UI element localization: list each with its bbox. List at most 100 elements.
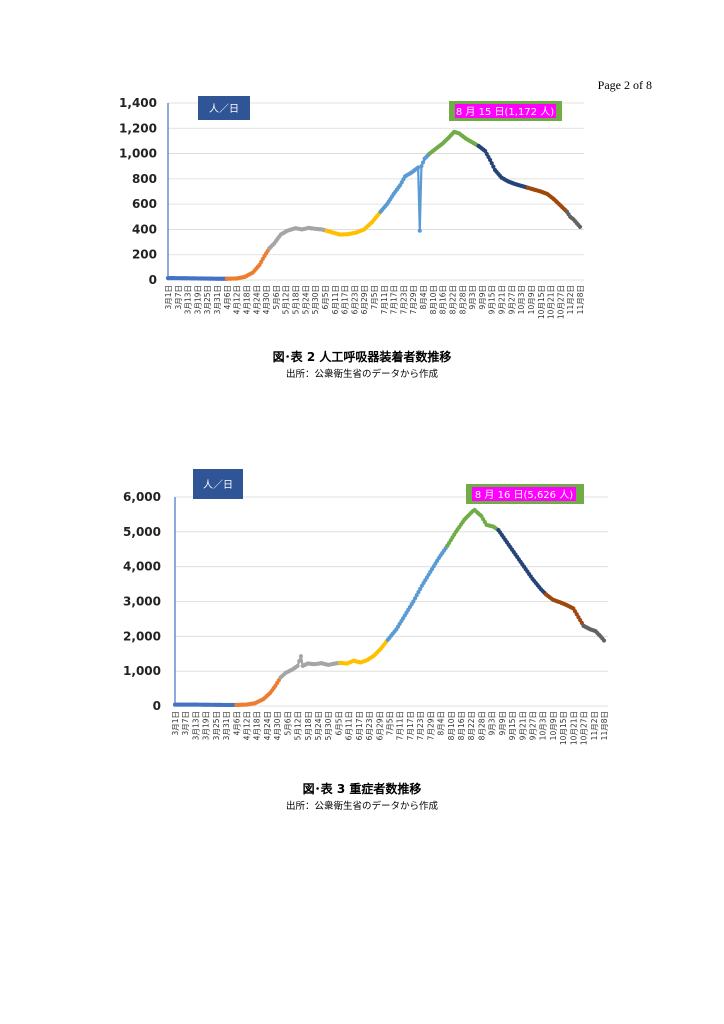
x-tick-label: 3月19日 [193, 285, 202, 314]
x-tick-label: 4月6日 [232, 711, 241, 736]
data-point [414, 593, 419, 598]
y-tick-label: 1,000 [119, 147, 157, 161]
x-tick-label: 10月9日 [549, 711, 558, 740]
chart1-callout-highlight [455, 104, 556, 118]
data-point [416, 165, 421, 170]
x-tick-label: 3月19日 [202, 711, 211, 740]
x-tick-label: 3月25日 [212, 711, 221, 740]
x-tick-label: 6月5日 [334, 711, 343, 736]
x-tick-label: 11月2日 [590, 711, 599, 740]
x-tick-label: 6月29日 [375, 711, 384, 740]
x-tick-label: 9月3日 [488, 711, 497, 736]
x-tick-label: 8月4日 [419, 285, 428, 310]
x-tick-label: 9月27日 [507, 285, 516, 314]
x-tick-label: 8月10日 [429, 285, 438, 314]
chart2-callout-label: 8 月 16 日(5,626 人) [475, 489, 573, 501]
x-tick-label: 5月30日 [311, 285, 320, 314]
x-tick-label: 9月15日 [488, 285, 497, 314]
chart1-caption: 図･表 2 人工呼吸器装着者数推移 [272, 350, 452, 364]
chart2-y-axis: 6,000 5,000 4,000 3,000 2,000 1,000 0 [123, 490, 161, 713]
x-tick-label: 10月15日 [537, 285, 546, 319]
x-tick-label: 3月7日 [174, 285, 183, 310]
x-tick-label: 5月30日 [324, 711, 333, 740]
x-tick-label: 7月17日 [390, 285, 399, 314]
x-tick-label: 10月27日 [580, 711, 589, 745]
data-point [489, 161, 494, 166]
y-tick-label: 0 [149, 273, 157, 287]
x-tick-label: 7月29日 [409, 285, 418, 314]
x-tick-label: 4月30日 [262, 285, 271, 314]
chart1-callout-label: 8 月 15 日(1,172 人) [456, 106, 554, 118]
x-tick-label: 7月5日 [370, 285, 379, 310]
data-point [297, 658, 302, 664]
x-tick-label: 3月13日 [191, 711, 200, 740]
x-tick-label: 8月28日 [458, 285, 467, 314]
x-tick-label: 5月24日 [301, 285, 310, 314]
x-tick-label: 9月21日 [498, 285, 507, 314]
x-tick-label: 6月23日 [365, 711, 374, 740]
x-tick-label: 6月23日 [350, 285, 359, 314]
x-tick-label: 3月31日 [222, 711, 231, 740]
x-tick-label: 10月3日 [539, 711, 548, 740]
x-tick-label: 4月6日 [223, 285, 232, 310]
y-tick-label: 800 [132, 172, 157, 186]
data-point [487, 157, 493, 162]
x-tick-label: 9月27日 [529, 711, 538, 740]
x-tick-label: 4月12日 [233, 285, 242, 314]
x-tick-label: 10月3日 [517, 285, 526, 314]
chart2-series [172, 507, 607, 708]
x-tick-label: 4月24日 [263, 711, 272, 740]
x-tick-label: 3月25日 [203, 285, 212, 314]
x-tick-label: 7月17日 [406, 711, 415, 740]
y-tick-label: 6,000 [123, 490, 161, 504]
x-tick-label: 3月7日 [181, 711, 190, 736]
chart2-source: 出所：公衆衛生省のデータから作成 [285, 801, 438, 812]
x-tick-label: 5月18日 [304, 711, 313, 740]
x-tick-label: 6月17日 [355, 711, 364, 740]
x-tick-label: 9月21日 [518, 711, 527, 740]
x-tick-label: 8月16日 [439, 285, 448, 314]
chart1-unit-box [198, 96, 250, 120]
x-tick-label: 9月3日 [468, 285, 477, 310]
x-tick-label: 10月27日 [556, 285, 565, 319]
x-tick-label: 7月11日 [380, 285, 389, 314]
x-tick-label: 6月17日 [341, 285, 350, 314]
chart2-callout-highlight [472, 487, 576, 501]
x-tick-label: 3月1日 [164, 285, 173, 310]
y-tick-label: 200 [132, 248, 157, 262]
x-tick-label: 4月18日 [242, 285, 251, 314]
x-tick-label: 4月18日 [253, 711, 262, 740]
data-point [412, 596, 418, 601]
x-tick-label: 8月28日 [477, 711, 486, 740]
x-tick-label: 6月11日 [331, 285, 340, 314]
x-tick-label: 5月12日 [294, 711, 303, 740]
data-point [298, 654, 304, 659]
y-tick-label: 1,200 [119, 121, 157, 135]
x-tick-label: 3月31日 [213, 285, 222, 314]
x-tick-label: 4月12日 [243, 711, 252, 740]
x-tick-label: 5月12日 [282, 285, 291, 314]
x-tick-label: 5月24日 [314, 711, 323, 740]
x-tick-label: 11月8日 [576, 285, 585, 314]
x-tick-label: 3月1日 [171, 711, 180, 736]
y-tick-label: 3,000 [123, 595, 161, 609]
chart2-unit-label: 人／日 [203, 479, 233, 491]
y-tick-label: 0 [153, 699, 161, 713]
x-tick-label: 10月15日 [559, 711, 568, 745]
chart2-unit-box [193, 469, 243, 499]
x-tick-label: 10月9日 [527, 285, 536, 314]
x-tick-label: 9月9日 [478, 285, 487, 310]
x-tick-label: 8月4日 [437, 711, 446, 736]
x-tick-label: 4月24日 [252, 285, 261, 314]
chart2-caption: 図･表 3 重症者数推移 [302, 782, 422, 796]
x-tick-label: 6月5日 [321, 285, 330, 310]
x-tick-label: 8月10日 [447, 711, 456, 740]
x-tick-label: 7月23日 [416, 711, 425, 740]
x-tick-label: 9月9日 [498, 711, 507, 736]
chart1-x-axis: 3月1日 3月7日 3月13日 3月19日 3月25日 3月31日 4月6日 4月12日 4月1… [164, 285, 585, 319]
x-tick-label: 5月18日 [292, 285, 301, 314]
x-tick-label: 8月22日 [467, 711, 476, 740]
x-tick-label: 10月21日 [569, 711, 578, 745]
